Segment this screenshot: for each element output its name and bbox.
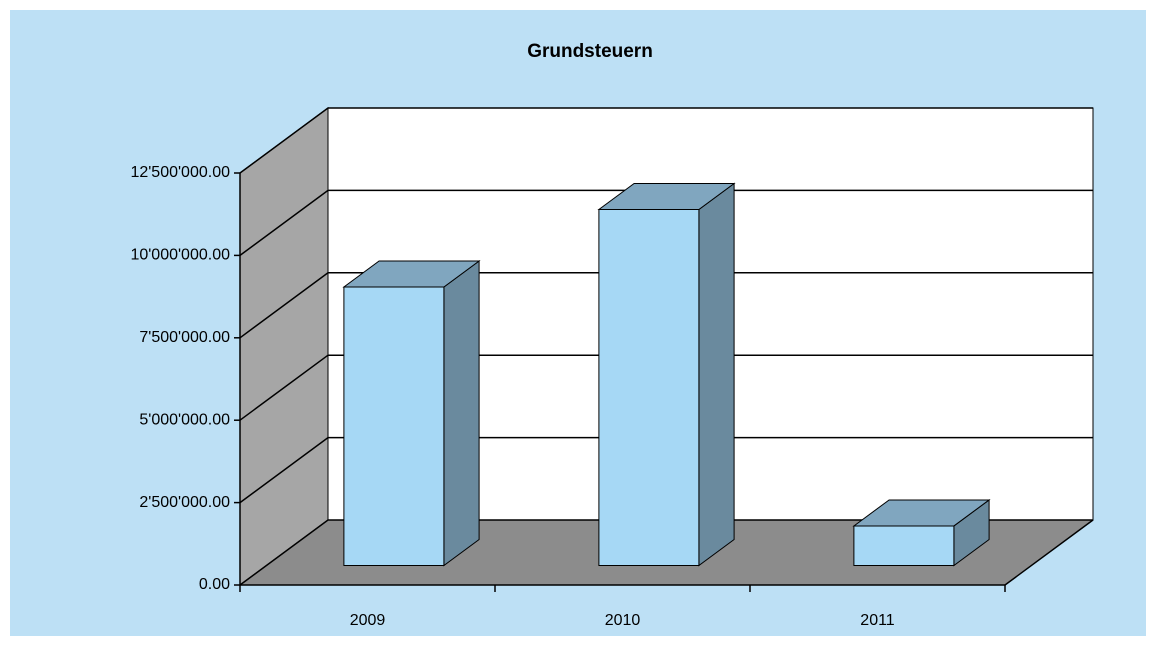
side-wall (239, 107, 329, 586)
bar (598, 209, 700, 566)
y-tick-label: 5'000'000.00 (139, 411, 230, 428)
chart-title: Grundsteuern (527, 41, 653, 62)
grid-line (239, 107, 1093, 174)
grid-line (239, 189, 1093, 257)
bar-side (698, 182, 735, 567)
y-tick-label: 12'500'000.00 (130, 164, 230, 181)
floor-edge (1004, 519, 1094, 586)
y-tick-label: 0.00 (199, 576, 230, 593)
bar (343, 286, 445, 566)
y-tick-label: 2'500'000.00 (139, 494, 230, 511)
x-tick-label: 2010 (605, 612, 641, 629)
x-tick-label: 2009 (350, 612, 386, 629)
y-tick-label: 7'500'000.00 (139, 329, 230, 346)
bar-side (443, 259, 480, 567)
grid-line (239, 519, 1093, 586)
grid-line (239, 354, 1093, 421)
x-tick-label: 2011 (860, 612, 895, 629)
y-tick-label: 10'000'000.00 (130, 247, 230, 264)
grid-line (239, 436, 1093, 504)
grid-line (239, 272, 1093, 339)
bar (853, 525, 955, 566)
